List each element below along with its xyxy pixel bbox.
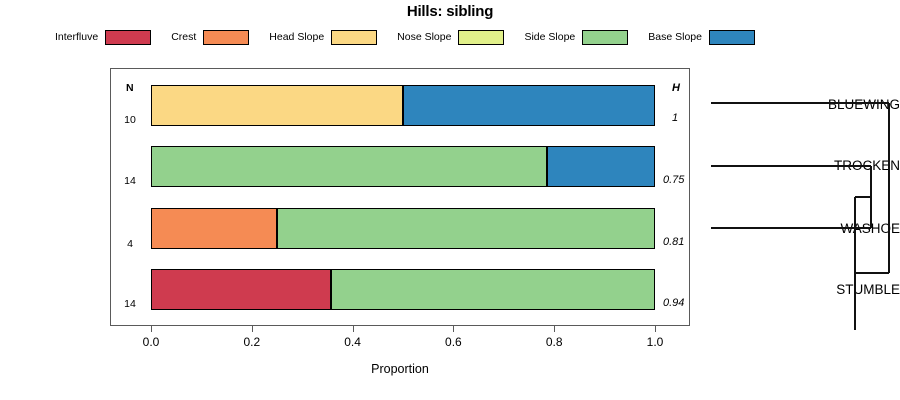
legend-swatch-side-slope <box>582 29 629 45</box>
legend-label: Base Slope <box>648 31 702 43</box>
x-axis-tick-label: 0.2 <box>243 335 261 349</box>
n-value-washoe: 4 <box>127 238 133 250</box>
legend-swatch-head-slope <box>331 29 378 45</box>
legend: Interfluve Crest Head Slope Nose Slope S… <box>55 27 755 47</box>
x-axis-tick-label: 0.0 <box>142 335 160 349</box>
bar-row <box>151 208 655 249</box>
page-title: Hills: sibling <box>406 3 494 20</box>
legend-item-nose-slope[interactable]: Nose Slope <box>397 29 505 45</box>
x-axis-tick-label: 0.8 <box>545 335 563 349</box>
bar-segment[interactable] <box>151 146 548 187</box>
row-label-bluewing: BLUEWING <box>827 97 900 112</box>
bar-segment[interactable] <box>547 146 655 187</box>
h-value-bluewing: 1 <box>672 112 679 124</box>
bar-segment[interactable] <box>151 269 331 310</box>
dendrogram <box>700 60 900 351</box>
legend-label: Interfluve <box>55 31 99 43</box>
x-axis-tick <box>251 326 253 332</box>
bar-segment[interactable] <box>151 208 277 249</box>
n-column-header: N <box>126 82 134 94</box>
x-axis-tick-label: 0.6 <box>445 335 462 349</box>
legend-swatch-interfluve <box>105 29 152 45</box>
h-column-header: H <box>672 82 680 94</box>
dendrogram-svg <box>711 102 890 351</box>
x-axis-tick <box>655 326 656 332</box>
h-value-stumble: 0.94 <box>663 297 685 309</box>
legend-label: Head Slope <box>269 31 325 43</box>
legend-swatch-base-slope <box>708 29 755 45</box>
n-value-bluewing: 10 <box>124 114 136 126</box>
bar-segment[interactable] <box>403 85 655 126</box>
h-value-washoe: 0.81 <box>663 236 685 248</box>
legend-label: Nose Slope <box>397 31 452 43</box>
n-value-trocken: 14 <box>124 175 136 187</box>
legend-label: Crest <box>171 31 197 43</box>
row-label-stumble: STUMBLE <box>836 282 900 297</box>
n-value-stumble: 14 <box>124 298 136 310</box>
legend-item-crest[interactable]: Crest <box>171 29 250 45</box>
bar-segment[interactable] <box>330 269 655 310</box>
legend-item-side-slope[interactable]: Side Slope <box>524 29 629 45</box>
x-axis-tick <box>453 326 455 332</box>
x-axis-tick <box>352 326 354 332</box>
legend-swatch-crest <box>203 29 250 45</box>
legend-item-head-slope[interactable]: Head Slope <box>269 29 378 45</box>
h-value-trocken: 0.75 <box>663 174 685 186</box>
bar-row <box>151 269 655 310</box>
legend-item-base-slope[interactable]: Base Slope <box>648 29 755 45</box>
bar-row <box>151 146 655 187</box>
x-axis-tick-label: 0.4 <box>344 335 361 349</box>
x-axis-tick <box>554 326 556 332</box>
legend-swatch-nose-slope <box>458 29 505 45</box>
x-axis-tick <box>151 326 152 332</box>
bar-segment[interactable] <box>151 85 403 126</box>
bar-segment[interactable] <box>277 208 655 249</box>
bar-row <box>151 85 655 126</box>
x-axis-tick-label: 1.0 <box>646 335 664 349</box>
legend-item-interfluve[interactable]: Interfluve <box>55 29 152 45</box>
legend-label: Side Slope <box>524 31 576 43</box>
x-axis-title: Proportion <box>371 362 429 376</box>
